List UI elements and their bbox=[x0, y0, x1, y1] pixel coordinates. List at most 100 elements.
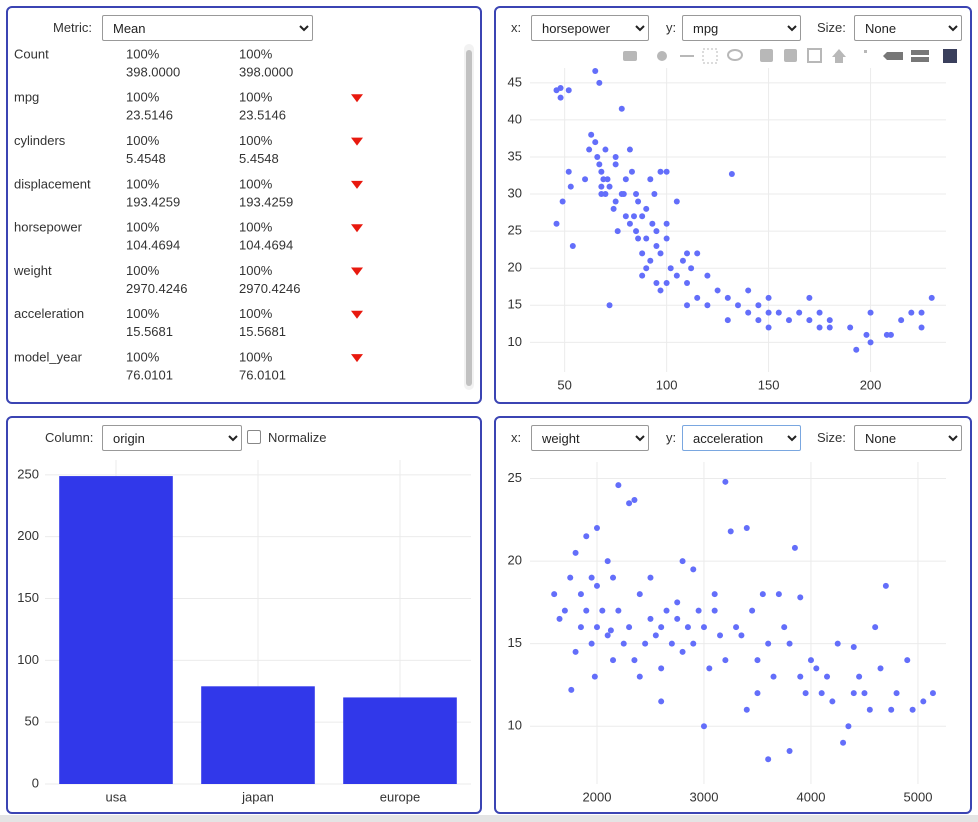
point bbox=[606, 302, 613, 309]
hover-compare-icon[interactable] bbox=[911, 50, 929, 55]
sort-arrow[interactable] bbox=[351, 310, 363, 319]
point bbox=[722, 657, 729, 664]
normalize-checkbox[interactable] bbox=[247, 430, 261, 444]
point bbox=[877, 665, 884, 672]
x-tick-label: 150 bbox=[758, 377, 780, 392]
plotly-logo[interactable] bbox=[943, 49, 957, 63]
point bbox=[663, 607, 670, 614]
size-select[interactable]: None bbox=[854, 15, 962, 41]
x-select[interactable]: horsepower bbox=[531, 15, 649, 41]
percent: 100% bbox=[239, 90, 273, 105]
camera-icon[interactable] bbox=[623, 51, 637, 61]
y-select[interactable]: mpg bbox=[682, 15, 801, 41]
sort-arrow[interactable] bbox=[351, 267, 363, 276]
zoom-icon[interactable] bbox=[657, 51, 667, 61]
point bbox=[684, 624, 691, 631]
autoscale-icon[interactable] bbox=[807, 48, 822, 63]
y-tick-label: 200 bbox=[17, 528, 39, 543]
y-select[interactable]: acceleration bbox=[682, 425, 801, 451]
point bbox=[813, 665, 820, 672]
hover-compare-icon[interactable] bbox=[911, 57, 929, 62]
point bbox=[620, 640, 627, 647]
point bbox=[775, 309, 782, 316]
x-tick-label: europe bbox=[380, 789, 420, 804]
point bbox=[667, 265, 674, 272]
point bbox=[663, 168, 670, 175]
sort-arrow[interactable] bbox=[351, 180, 363, 189]
point bbox=[738, 632, 745, 639]
point bbox=[765, 640, 772, 647]
y-tick-label: 35 bbox=[508, 148, 522, 163]
point bbox=[567, 574, 574, 581]
zoom-in-icon[interactable] bbox=[760, 49, 773, 62]
point bbox=[684, 250, 691, 257]
point bbox=[604, 176, 611, 183]
spike-icon[interactable] bbox=[864, 50, 867, 53]
point bbox=[679, 648, 686, 655]
percent: 100% bbox=[126, 46, 160, 61]
point bbox=[668, 640, 675, 647]
point bbox=[626, 220, 633, 227]
stat-value: 5.4548 bbox=[239, 151, 279, 166]
point bbox=[845, 723, 852, 730]
point bbox=[711, 607, 718, 614]
sort-arrow[interactable] bbox=[351, 224, 363, 233]
x-tick-label: 2000 bbox=[583, 789, 612, 804]
point bbox=[694, 250, 701, 257]
point bbox=[684, 280, 691, 287]
x-select[interactable]: weight bbox=[531, 425, 649, 451]
pan-icon[interactable] bbox=[680, 55, 694, 57]
point bbox=[791, 544, 798, 551]
scrollbar-thumb[interactable] bbox=[466, 50, 472, 386]
point bbox=[826, 324, 833, 331]
sort-arrow[interactable] bbox=[351, 354, 363, 363]
bar bbox=[59, 476, 173, 784]
stat-value: 23.5146 bbox=[126, 108, 173, 123]
point bbox=[653, 228, 660, 235]
stat-value: 2970.4246 bbox=[126, 281, 187, 296]
point bbox=[711, 591, 718, 598]
select-icon[interactable] bbox=[702, 48, 718, 64]
zoom-out-icon[interactable] bbox=[784, 49, 797, 62]
point bbox=[918, 324, 925, 331]
point bbox=[700, 624, 707, 631]
point bbox=[643, 235, 650, 242]
y-tick-label: 15 bbox=[508, 635, 522, 650]
point bbox=[826, 317, 833, 324]
point bbox=[754, 690, 761, 697]
reset-icon[interactable] bbox=[832, 49, 846, 63]
lasso-icon[interactable] bbox=[727, 49, 743, 61]
y-label: y: bbox=[666, 20, 677, 35]
hover-closest-icon[interactable] bbox=[883, 52, 903, 60]
percent: 100% bbox=[239, 133, 273, 148]
percent: 100% bbox=[239, 220, 273, 235]
row-name: cylinders bbox=[14, 133, 66, 148]
sort-arrow[interactable] bbox=[351, 137, 363, 146]
metric-select[interactable]: Mean bbox=[102, 15, 313, 41]
point bbox=[704, 302, 711, 309]
point bbox=[583, 533, 590, 540]
percent: 100% bbox=[239, 176, 273, 191]
point bbox=[765, 294, 772, 301]
point bbox=[688, 265, 695, 272]
row-name: displacement bbox=[14, 176, 91, 191]
point bbox=[633, 228, 640, 235]
y-label: y: bbox=[666, 430, 677, 445]
x-label: x: bbox=[511, 20, 522, 35]
point bbox=[556, 615, 563, 622]
point bbox=[593, 624, 600, 631]
row-name: horsepower bbox=[14, 220, 83, 235]
point bbox=[636, 673, 643, 680]
point bbox=[631, 213, 637, 220]
point bbox=[674, 599, 681, 606]
sort-arrow[interactable] bbox=[351, 94, 363, 103]
point bbox=[867, 309, 874, 316]
point bbox=[920, 698, 927, 705]
column-select[interactable]: origin bbox=[102, 425, 242, 451]
point bbox=[639, 213, 646, 220]
percent: 100% bbox=[126, 350, 160, 365]
point bbox=[745, 287, 752, 294]
point bbox=[626, 500, 633, 507]
size-select[interactable]: None bbox=[854, 425, 962, 451]
